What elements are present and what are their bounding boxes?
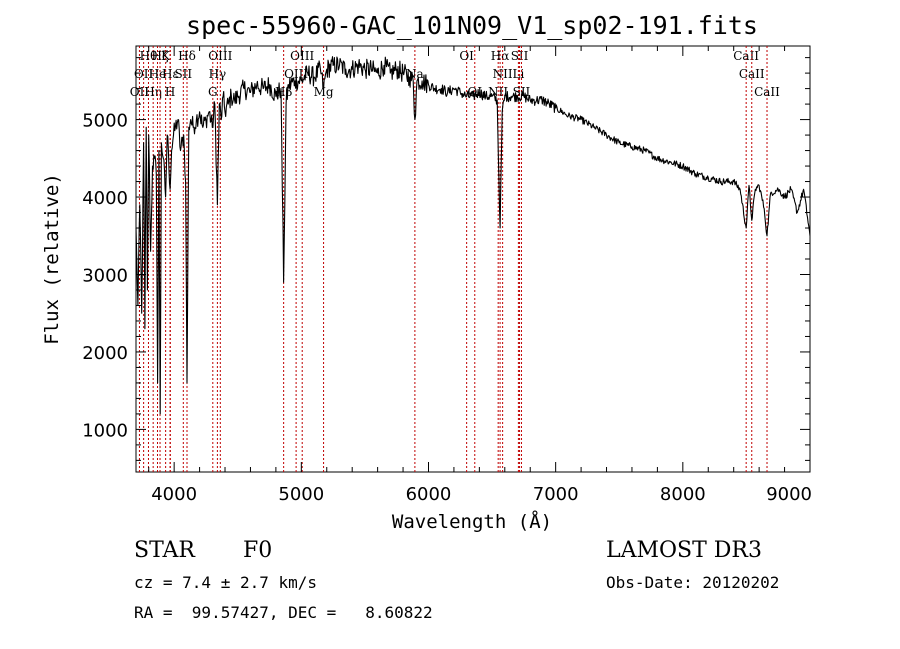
spectrum-line [135, 56, 811, 415]
observation-date: Obs-Date: 20120202 [606, 573, 780, 592]
object-subclass: F0 [243, 538, 273, 563]
survey-name: LAMOST DR3 [606, 538, 762, 563]
line-marker-label: SII [511, 49, 529, 63]
line-marker-label: OI [459, 49, 474, 63]
line-marker-label: G [208, 85, 218, 99]
line-marker-label: CaII [733, 49, 759, 63]
x-tick-label: 4000 [151, 484, 197, 505]
y-tick-label: 3000 [82, 265, 128, 286]
x-tick-label: 5000 [278, 484, 324, 505]
line-marker-label: Hε [162, 67, 179, 81]
x-tick-label: 8000 [660, 484, 706, 505]
y-tick-label: 2000 [82, 343, 128, 364]
redshift-value: cz = 7.4 ± 2.7 km/s [134, 573, 318, 592]
axis-ticks: 4000 5000 6000 7000 8000 9000 1000 2000 3000 4000… [82, 46, 812, 505]
line-marker-label: Hζ [152, 49, 169, 63]
line-markers: OIIOIIHθHηHeHζKHHεSIIHδGHγOIIIHβOIIIOIII… [130, 46, 780, 472]
line-marker-label: SII [174, 67, 192, 81]
plot-frame [135, 45, 811, 473]
chart-title: spec-55960-GAC_101N09_V1_sp02-191.fits [186, 11, 758, 40]
y-tick-label: 4000 [82, 188, 128, 209]
line-marker-label: Hδ [178, 49, 196, 63]
y-tick-label: 1000 [82, 420, 128, 441]
x-axis-label: Wavelength (Å) [392, 510, 552, 533]
sky-coordinates: RA = 99.57427, DEC = 8.60822 [134, 603, 433, 622]
line-marker-label: OIII [290, 49, 314, 63]
line-marker-label: OIII [208, 49, 232, 63]
x-tick-label: 6000 [406, 484, 452, 505]
line-marker-label: Hα [491, 49, 510, 63]
line-marker-label: Hγ [209, 67, 227, 81]
x-tick-label: 9000 [766, 484, 812, 505]
x-tick-label: 7000 [533, 484, 579, 505]
line-marker-label: NII [493, 67, 513, 81]
line-marker-label: OII [130, 85, 150, 99]
line-marker-label: CaII [739, 67, 765, 81]
line-marker-label: Mg [314, 85, 334, 99]
y-axis-label: Flux (relative) [41, 173, 63, 345]
line-marker-label: K [161, 49, 171, 63]
line-marker-label: Hη [144, 85, 162, 99]
line-marker-label: He [149, 67, 167, 81]
object-class: STAR [134, 538, 195, 563]
line-marker-label: CaII [754, 85, 780, 99]
line-marker-label: Li [512, 67, 524, 81]
y-tick-label: 5000 [82, 111, 128, 132]
